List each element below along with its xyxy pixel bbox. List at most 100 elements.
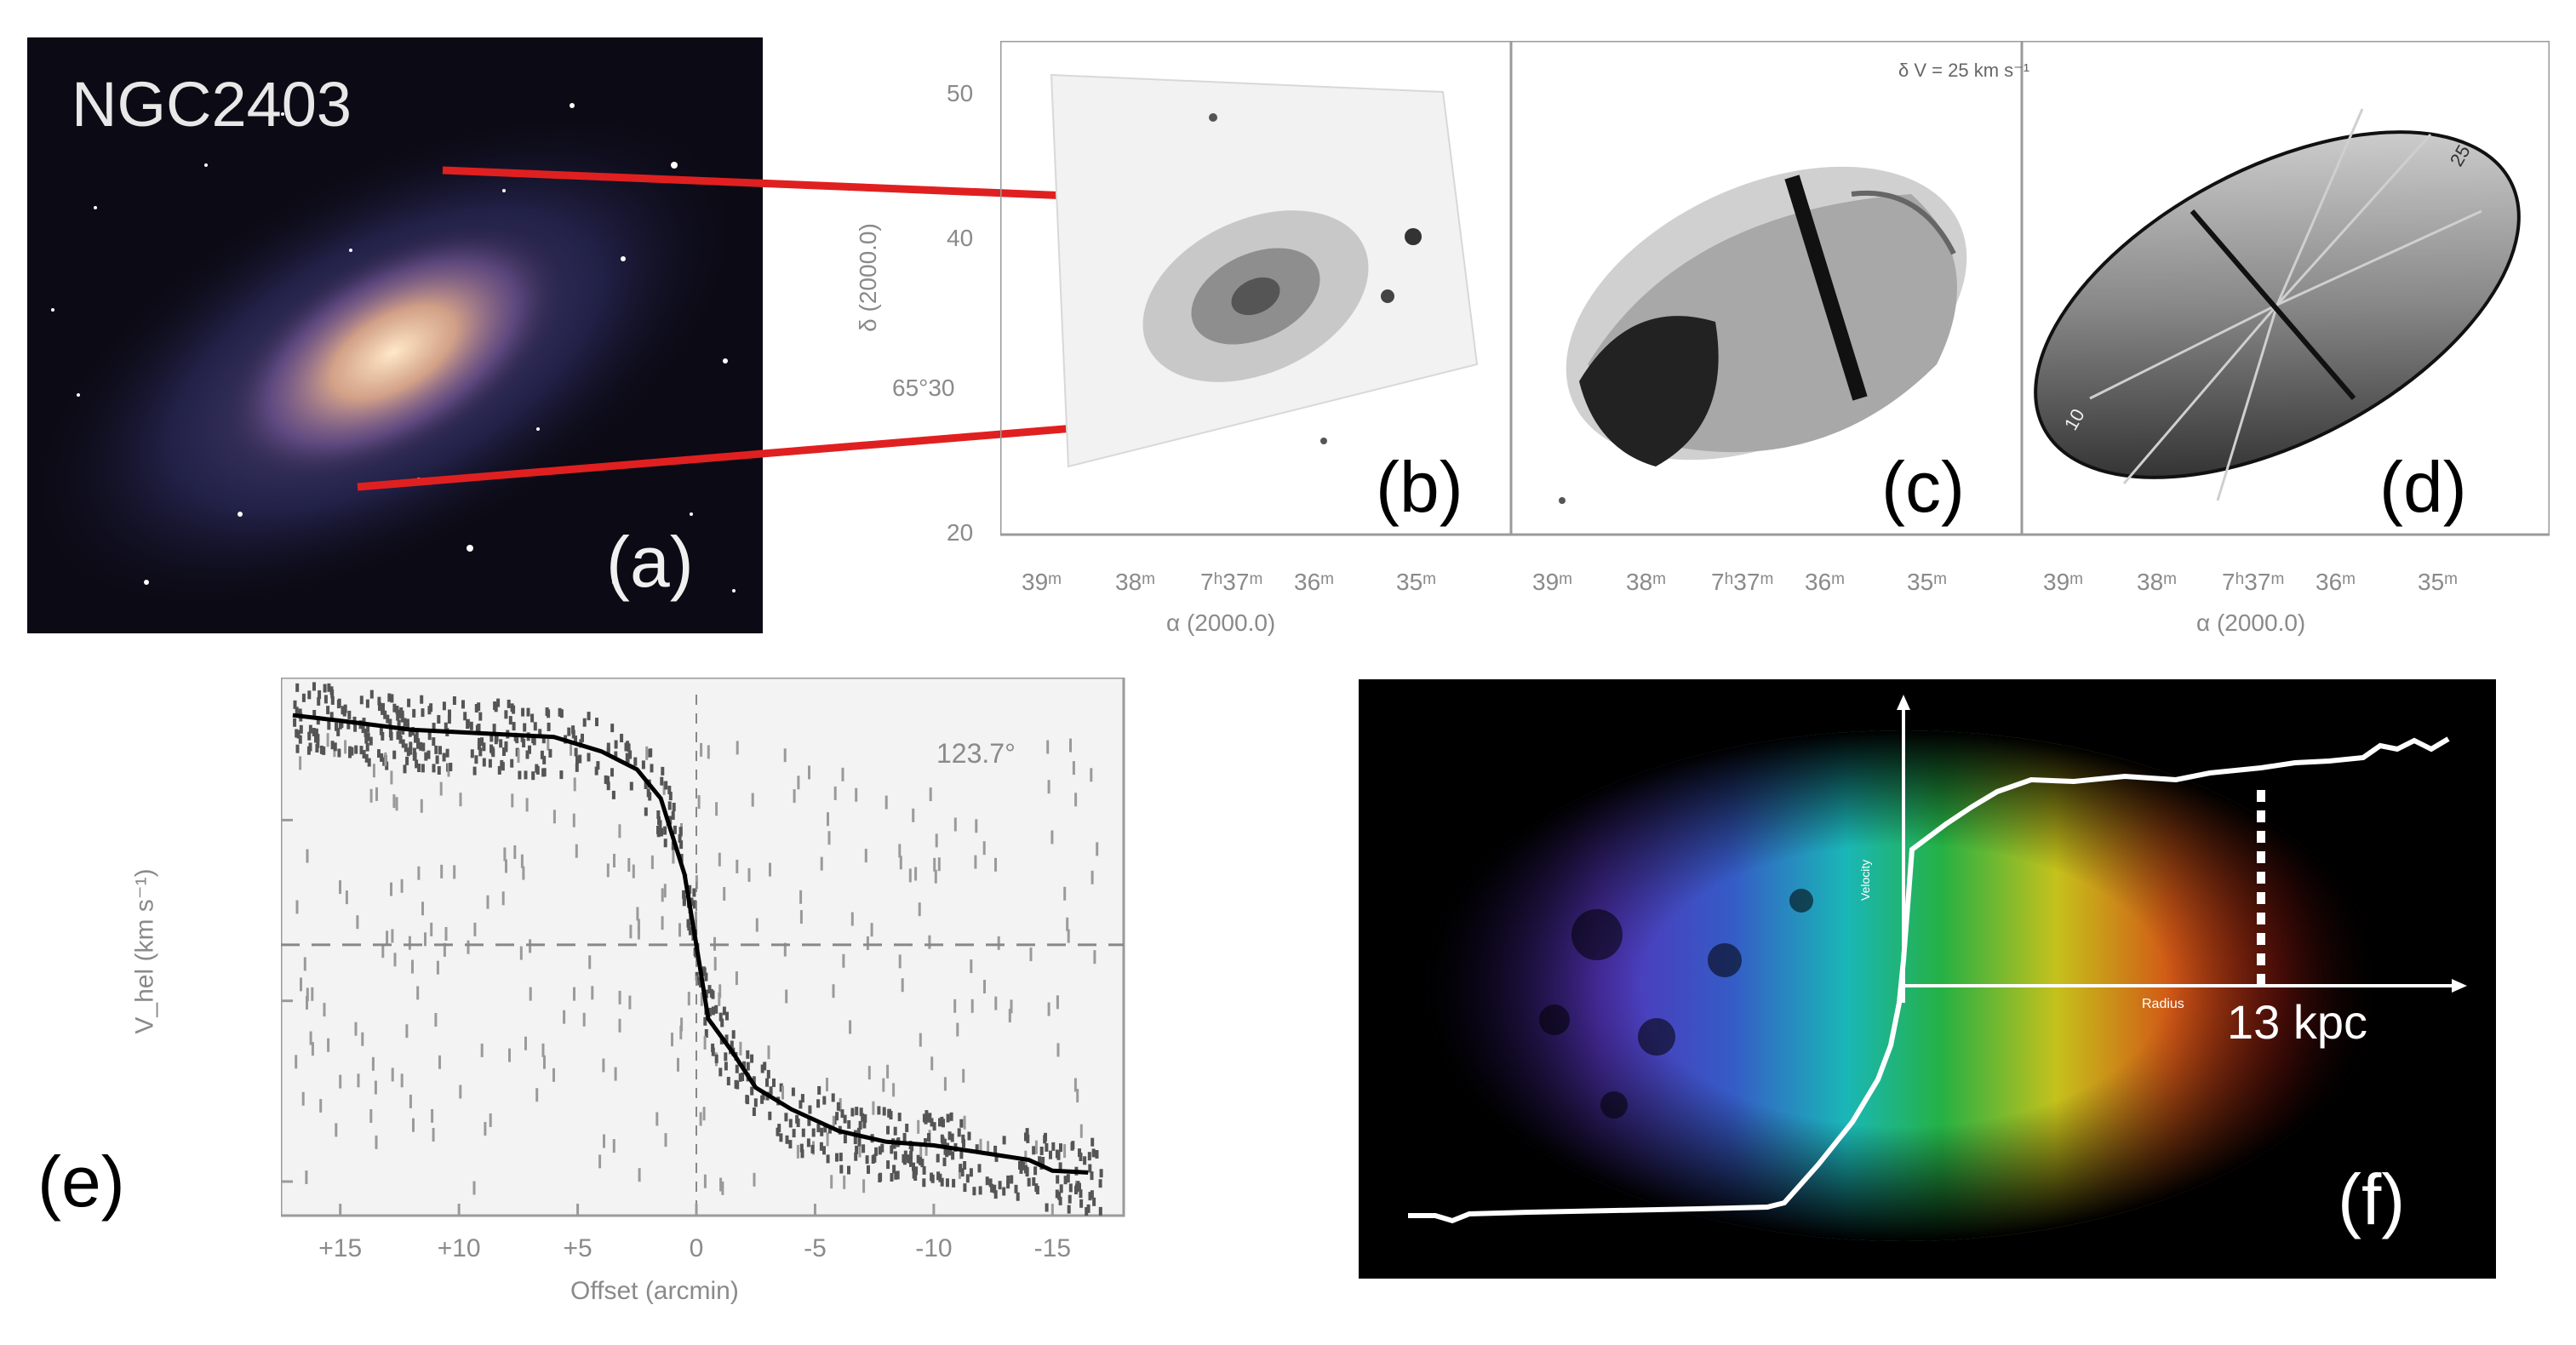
pv-emission-pixel [511, 793, 514, 808]
pv-emission-pixel [700, 742, 703, 757]
pv-emission-pixel [581, 733, 584, 742]
pv-emission-pixel [1032, 1177, 1036, 1186]
pv-emission-pixel [714, 1004, 718, 1014]
pv-emission-pixel [826, 1132, 829, 1147]
pv-emission-pixel [369, 788, 373, 803]
pv-emission-pixel [439, 781, 443, 796]
pv-emission-pixel [979, 1138, 982, 1153]
pv-emission-pixel [950, 1133, 954, 1142]
pv-emission-pixel [890, 1173, 894, 1182]
pv-emission-pixel [510, 758, 514, 768]
pv-emission-pixel [827, 831, 831, 845]
pv-emission-pixel [1056, 1175, 1060, 1184]
pv-emission-pixel [663, 838, 667, 848]
pv-emission-pixel [638, 1168, 641, 1182]
pv-emission-pixel [315, 744, 319, 753]
pv-emission-pixel [312, 728, 316, 736]
pv-emission-pixel [472, 1181, 476, 1195]
pv-emission-pixel [434, 745, 438, 754]
pv-emission-pixel [908, 868, 912, 883]
pv-emission-pixel [826, 1154, 830, 1164]
pv-emission-pixel [1099, 1169, 1103, 1178]
pv-emission-pixel [336, 700, 341, 709]
pv-emission-pixel [934, 869, 937, 884]
pv-emission-pixel [827, 1125, 832, 1134]
pv-emission-pixel [905, 1124, 909, 1132]
pv-emission-pixel [356, 915, 359, 930]
pv-emission-pixel [959, 1150, 964, 1159]
pv-emission-pixel [432, 764, 436, 773]
f-x-axis-arrow [2452, 979, 2467, 993]
pv-emission-pixel [671, 841, 675, 850]
pv-emission-pixel [922, 1165, 926, 1175]
pv-emission-pixel [975, 1144, 979, 1153]
pv-emission-pixel [547, 722, 551, 731]
pv-emission-pixel [718, 852, 721, 867]
pv-emission-pixel [307, 690, 312, 700]
pv-emission-pixel [847, 1165, 850, 1175]
pv-emission-pixel [354, 1022, 358, 1036]
pv-emission-pixel [381, 731, 385, 741]
pv-emission-pixel [874, 1147, 879, 1156]
pv-emission-pixel [751, 793, 754, 807]
pv-emission-pixel [962, 1139, 965, 1148]
pv-emission-pixel [788, 1140, 793, 1149]
pv-emission-pixel [887, 1108, 891, 1118]
pv-emission-pixel [752, 1076, 756, 1085]
pv-emission-pixel [393, 953, 397, 967]
pv-emission-pixel [741, 1073, 745, 1081]
pv-emission-pixel [799, 890, 803, 904]
pv-emission-pixel [293, 700, 297, 709]
pv-emission-pixel [963, 1115, 966, 1130]
pv-emission-pixel [477, 702, 481, 712]
pv-emission-pixel [502, 747, 506, 756]
pv-emission-pixel [960, 1168, 965, 1177]
pv-emission-pixel [377, 696, 381, 706]
d-xlabel: α (2000.0) [2196, 610, 2306, 636]
pv-emission-pixel [318, 690, 322, 699]
pv-emission-pixel [898, 844, 902, 858]
pv-emission-pixel [474, 755, 478, 764]
pv-emission-pixel [703, 1016, 707, 1026]
pv-emission-pixel [440, 864, 444, 879]
pv-emission-pixel [761, 1091, 765, 1101]
pv-emission-pixel [718, 1012, 723, 1022]
pv-emission-pixel [847, 1120, 851, 1129]
pv-emission-pixel [953, 999, 957, 1013]
pv-emission-pixel [1059, 1143, 1062, 1153]
panel-a-letter: (a) [606, 522, 694, 602]
pv-emission-pixel [1092, 1197, 1096, 1206]
pv-emission-pixel [738, 1073, 742, 1082]
pv-emission-pixel [836, 1102, 840, 1111]
pv-emission-pixel [298, 708, 302, 718]
pv-emission-pixel [959, 1164, 963, 1173]
pv-emission-pixel [416, 738, 421, 747]
pv-emission-pixel [327, 1038, 330, 1052]
pv-emission-pixel [763, 1062, 767, 1071]
c-xtick-35: 35ᵐ [1907, 569, 1948, 595]
pv-emission-pixel [629, 781, 633, 791]
pv-emission-pixel [552, 810, 556, 824]
pv-emission-pixel [1067, 1205, 1071, 1214]
pv-emission-pixel [914, 1166, 919, 1176]
pv-emission-pixel [295, 683, 300, 692]
panel-d-model-field [2034, 108, 2521, 501]
pv-emission-pixel [937, 857, 941, 872]
pv-emission-pixel [380, 753, 384, 762]
pv-emission-pixel [902, 1156, 907, 1165]
c-xtick-38: 38ᵐ [1626, 569, 1667, 595]
pv-emission-pixel [499, 739, 503, 748]
pv-emission-pixel [330, 690, 335, 699]
pv-emission-pixel [1068, 1183, 1073, 1193]
pv-emission-pixel [799, 1100, 803, 1109]
pv-emission-pixel [656, 828, 661, 838]
pv-emission-pixel [369, 1109, 373, 1123]
pv-emission-pixel [919, 1156, 923, 1165]
pv-emission-pixel [746, 1062, 750, 1071]
pv-emission-pixel [365, 699, 369, 708]
pv-emission-pixel [377, 749, 381, 758]
pv-emission-pixel [327, 683, 331, 692]
pv-emission-pixel [893, 1126, 897, 1136]
pv-emission-pixel [1083, 1156, 1087, 1165]
pv-emission-pixel [714, 1054, 718, 1063]
